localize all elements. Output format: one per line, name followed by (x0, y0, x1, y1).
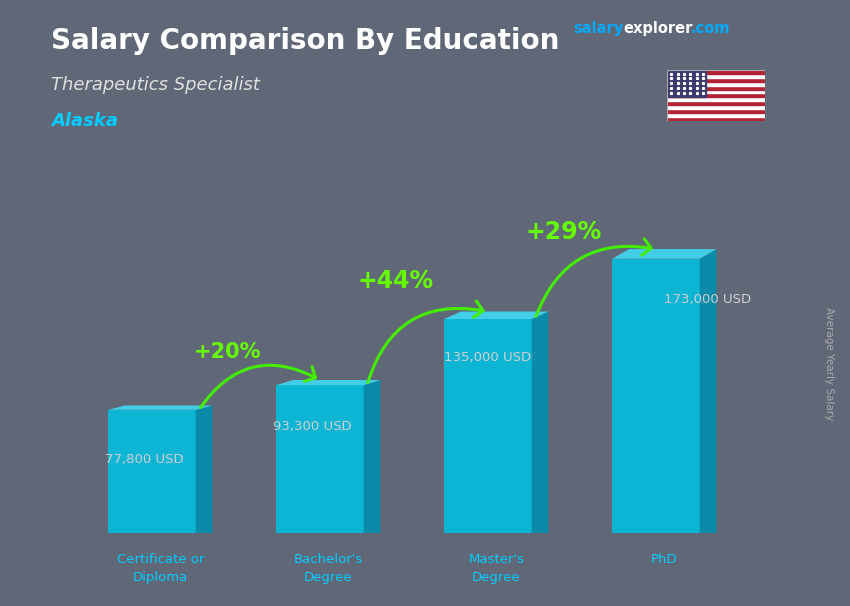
Text: .com: .com (690, 21, 729, 36)
Polygon shape (276, 380, 381, 385)
FancyArrowPatch shape (536, 239, 651, 316)
Text: +44%: +44% (358, 268, 434, 293)
Bar (667, 101, 765, 105)
Text: Alaska: Alaska (51, 112, 118, 130)
Polygon shape (276, 385, 364, 533)
Bar (667, 85, 765, 90)
Bar (667, 90, 765, 93)
Polygon shape (364, 380, 381, 533)
Text: Therapeutics Specialist: Therapeutics Specialist (51, 76, 260, 94)
Bar (667, 78, 765, 82)
Polygon shape (108, 405, 212, 410)
Polygon shape (445, 319, 531, 533)
FancyArrowPatch shape (201, 365, 315, 407)
Text: PhD: PhD (651, 553, 677, 566)
Text: Bachelor's
Degree: Bachelor's Degree (294, 553, 363, 584)
Text: 173,000 USD: 173,000 USD (665, 293, 751, 307)
Bar (667, 109, 765, 113)
Polygon shape (612, 249, 717, 259)
Text: Certificate or
Diploma: Certificate or Diploma (116, 553, 204, 584)
Text: Master's
Degree: Master's Degree (468, 553, 524, 584)
Polygon shape (445, 311, 548, 319)
Bar (667, 93, 765, 98)
Polygon shape (700, 249, 717, 533)
Bar (667, 70, 706, 98)
Bar (667, 98, 765, 101)
Bar (667, 74, 765, 78)
Text: +20%: +20% (194, 342, 261, 362)
Polygon shape (196, 405, 212, 533)
FancyArrowPatch shape (368, 301, 483, 382)
Bar (667, 82, 765, 85)
Text: 135,000 USD: 135,000 USD (445, 351, 531, 364)
Text: Average Yearly Salary: Average Yearly Salary (824, 307, 834, 420)
Polygon shape (612, 259, 700, 533)
Text: Salary Comparison By Education: Salary Comparison By Education (51, 27, 559, 55)
Bar (667, 113, 765, 117)
Text: 77,800 USD: 77,800 USD (105, 453, 184, 465)
Text: +29%: +29% (525, 220, 602, 244)
Polygon shape (108, 410, 196, 533)
Bar (667, 117, 765, 121)
Text: 93,300 USD: 93,300 USD (273, 420, 352, 433)
Polygon shape (531, 311, 548, 533)
Bar (667, 70, 765, 74)
Text: salary: salary (574, 21, 624, 36)
Text: explorer: explorer (623, 21, 693, 36)
Bar (667, 105, 765, 109)
